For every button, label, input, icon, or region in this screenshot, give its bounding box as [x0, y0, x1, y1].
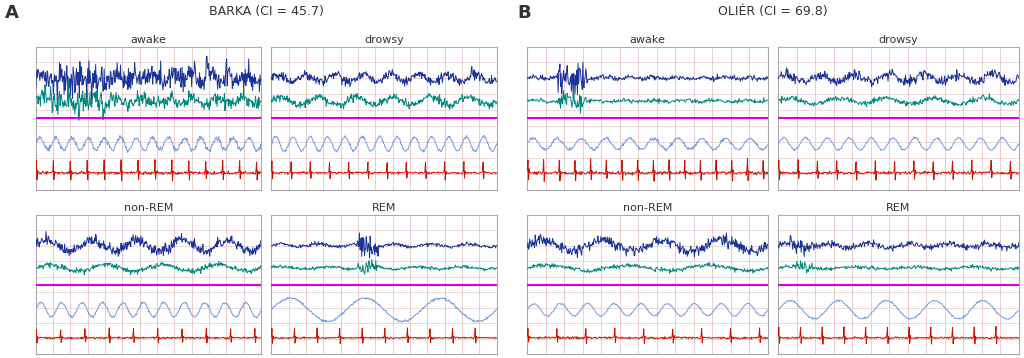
Text: REM: REM [887, 203, 910, 213]
Text: drowsy: drowsy [879, 35, 919, 45]
Text: awake: awake [130, 35, 167, 45]
Text: drowsy: drowsy [365, 35, 403, 45]
Text: A: A [5, 4, 19, 21]
Text: non-REM: non-REM [124, 203, 173, 213]
Text: BARKA (CI = 45.7): BARKA (CI = 45.7) [209, 5, 324, 18]
Text: OLIÉR (CI = 69.8): OLIÉR (CI = 69.8) [718, 5, 828, 18]
Text: awake: awake [630, 35, 666, 45]
Text: REM: REM [372, 203, 396, 213]
Text: B: B [517, 4, 530, 21]
Text: non-REM: non-REM [623, 203, 673, 213]
